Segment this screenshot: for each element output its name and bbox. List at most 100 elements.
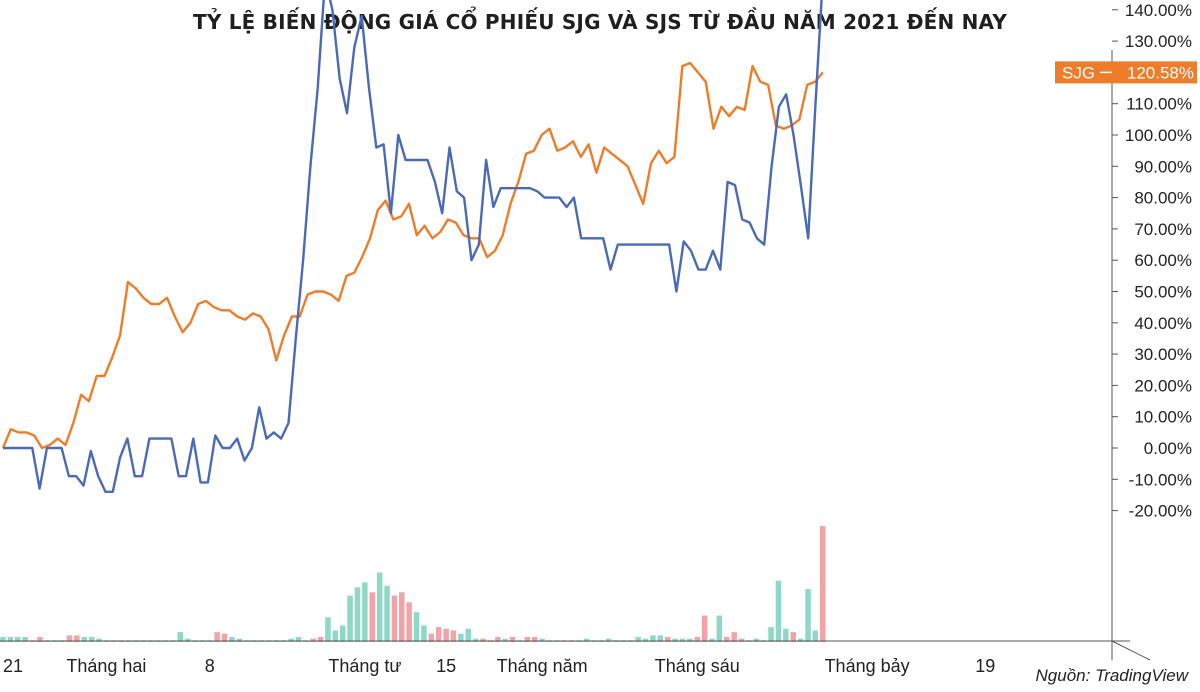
y-tick-label: 0.00% [1144,439,1192,458]
volume-bar [37,637,43,642]
y-tick-label: 140.00% [1125,1,1192,20]
last-value-badge [1055,61,1197,84]
volume-bar [472,638,479,642]
volume-bar [96,638,102,642]
x-tick-label: Tháng tư [328,656,401,676]
x-tick-label: 19 [975,656,995,676]
volume-bar [325,617,331,642]
x-tick-label: 15 [436,656,456,676]
volume-bar [436,627,442,642]
volume-bar [797,638,804,642]
volume-bar [583,638,590,642]
volume-bar [22,637,28,642]
volume-bar [428,633,435,642]
lines-layer [1,0,824,493]
volume-bar [399,592,405,642]
series-name-label: SJG [1062,63,1095,82]
volume-bar [539,638,545,642]
volume-bar [664,637,671,642]
y-tick-label: 60.00% [1134,251,1192,270]
y-tick-label: 130.00% [1125,32,1192,51]
volume-bar [340,625,346,642]
volume-bar [820,526,826,642]
volume-bar [406,602,412,642]
volume-bar [532,637,538,642]
volume-bar [214,632,220,642]
y-tick-label: 70.00% [1134,220,1192,239]
x-tick-label: Tháng sáu [655,656,740,676]
x-tick-label: 8 [205,656,215,676]
volume-bar [458,633,464,642]
x-tick-label: Tháng năm [497,656,588,676]
axis-layer: 140.00%130.00%120.00%110.00%100.00%90.00… [0,1,1192,676]
volume-bar [74,635,80,642]
volume-bar [391,595,398,642]
volume-bar [376,572,383,642]
volume-bar [679,638,686,642]
y-tick-label: 30.00% [1134,345,1192,364]
volume-bar [421,625,427,642]
volume-layer [0,526,826,642]
volume-bar [66,635,73,642]
volume-bar [480,638,486,642]
y-tick-label: 50.00% [1134,283,1192,302]
volume-bar [81,637,87,642]
y-tick-label: 110.00% [1126,95,1192,114]
volume-bar [229,637,235,642]
volume-bar [650,635,656,642]
volume-bar [687,638,693,642]
volume-bar [709,638,715,642]
volume-bar [288,638,294,642]
volume-bar [657,635,663,642]
source-note: Nguồn: TradingView [1035,666,1188,685]
volume-bar [221,633,228,642]
chart-title: TỶ LỆ BIẾN ĐỘNG GIÁ CỔ PHIẾU SJG VÀ SJS … [193,10,1007,34]
series-line-sjg-blue [3,0,823,493]
volume-bar [317,637,324,642]
y-tick-label: 10.00% [1134,408,1192,427]
volume-bar [177,632,183,642]
y-tick-label: 80.00% [1134,189,1192,208]
volume-bar [502,638,508,642]
volume-bar [768,627,774,642]
volume-bar [362,582,368,642]
series-line-sjg-orange [1,61,824,450]
volume-bar [443,628,449,642]
volume-bar [635,637,641,642]
volume-bar [184,638,191,642]
x-tick-label: Tháng bảy [825,656,910,676]
last-value-label-orange: SJG 120.58% [1055,61,1197,84]
volume-bar [812,630,819,642]
volume-bar [783,628,789,642]
volume-bar [642,638,649,642]
volume-bar [450,630,457,642]
volume-bar [694,637,700,642]
x-tick-label: 21 [3,656,23,676]
volume-bar [724,637,730,642]
volume-bar [731,632,737,642]
volume-bar [347,595,353,642]
volume-bar [236,638,243,642]
volume-bar [465,628,471,642]
volume-bar [790,632,796,642]
volume-bar [7,637,14,642]
volume-bar [672,638,678,642]
volume-bar [384,585,390,642]
volume-bar [753,638,760,642]
volume-bar [775,580,782,642]
volume-bar [524,637,531,642]
volume-bar [605,638,612,642]
volume-bar [413,612,420,642]
volume-bar [15,637,21,642]
volume-bar [88,637,95,642]
y-tick-label: 20.00% [1134,376,1192,395]
y-tick-label: -20.00% [1129,502,1192,521]
volume-bar [332,630,339,642]
y-tick-label: -10.00% [1129,470,1192,489]
volume-bar [716,615,723,642]
volume-bar [738,638,745,642]
last-value-text: 120.58% [1127,63,1194,82]
volume-bar [295,637,302,642]
volume-bar [354,587,361,642]
